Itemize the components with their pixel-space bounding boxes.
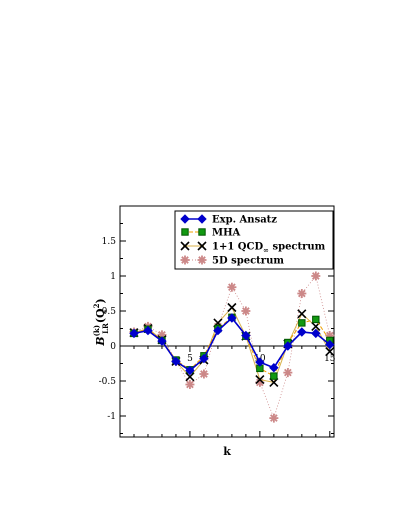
point-stroke — [227, 302, 237, 313]
y-ticks: -1 -0.5 0 0.5 1 1.5 — [99, 223, 334, 434]
point-stroke — [255, 375, 265, 385]
point — [255, 375, 265, 385]
legend-item: 5D spectrum — [180, 255, 284, 267]
series-0 — [129, 313, 335, 376]
point-stroke — [180, 241, 190, 251]
point-stroke — [284, 368, 292, 377]
legend-label: MHA — [212, 228, 241, 239]
point — [298, 319, 306, 327]
point-stroke — [198, 256, 206, 264]
point — [241, 330, 251, 341]
y-axis-title: B(k)LR(Q2) — [92, 298, 110, 346]
point — [227, 282, 237, 292]
point — [197, 214, 207, 224]
legend-item: MHA — [181, 228, 241, 239]
plot-frame — [119, 205, 335, 438]
point — [185, 380, 195, 389]
point-stroke — [181, 256, 189, 264]
point — [197, 241, 207, 251]
point — [199, 353, 209, 364]
point — [185, 372, 195, 382]
point-stroke — [297, 309, 307, 319]
point — [270, 372, 278, 380]
y-tick-label: 0.5 — [102, 307, 117, 317]
point-stroke — [186, 380, 194, 389]
point — [283, 341, 293, 351]
x-ticks: 51015 — [133, 346, 336, 437]
y-title-sub: LR — [101, 323, 110, 334]
y-tick-label: -0.5 — [99, 377, 117, 387]
legend-label: 5D spectrum — [212, 256, 284, 267]
point — [185, 365, 195, 376]
point — [311, 271, 321, 281]
y-title-arg-sup: 2 — [92, 303, 101, 308]
point — [241, 306, 251, 316]
legend-label-main: MHA — [212, 228, 241, 239]
legend-label-main: Exp. Ansatz — [212, 215, 277, 226]
y-title-arg-close: ) — [94, 298, 107, 303]
point — [213, 325, 223, 336]
x-tick-label: 5 — [187, 354, 193, 364]
y-tick-label: 0 — [110, 342, 116, 352]
legend-label-main: 1+1 QCD — [212, 242, 263, 253]
point-stroke — [298, 289, 306, 298]
legend-item: Exp. Ansatz — [180, 214, 277, 226]
point — [269, 362, 279, 373]
point — [269, 413, 279, 423]
x-tick-label: 15 — [324, 354, 336, 364]
point-stroke — [200, 370, 208, 378]
svg-text:B(k)LR(Q2): B(k)LR(Q2) — [92, 298, 110, 346]
point — [171, 356, 181, 367]
point-stroke — [242, 307, 250, 315]
point — [227, 302, 237, 313]
y-tick-label: 1.5 — [102, 237, 117, 247]
x-axis-title: k — [223, 445, 231, 458]
legend-label: 1+1 QCD∞ spectrum — [212, 242, 326, 255]
point — [255, 357, 265, 367]
point — [180, 255, 190, 265]
y-tick-label: 1 — [110, 272, 116, 282]
point-stroke — [325, 347, 335, 357]
point — [180, 241, 190, 251]
series-group — [129, 271, 335, 423]
point — [199, 369, 209, 379]
point-stroke — [197, 241, 207, 251]
point-stroke — [270, 414, 278, 422]
point — [297, 289, 307, 298]
point — [325, 339, 335, 350]
point — [197, 255, 207, 265]
point — [143, 325, 153, 336]
point-stroke — [311, 272, 320, 280]
point-stroke — [228, 283, 236, 292]
point — [180, 214, 190, 224]
point — [297, 309, 307, 319]
point — [311, 328, 321, 339]
legend-label: Exp. Ansatz — [212, 215, 277, 226]
point — [198, 228, 206, 236]
legend-label-sub: ∞ — [263, 246, 269, 255]
y-title-super: (k) — [92, 325, 101, 336]
point — [312, 315, 320, 324]
point — [157, 336, 167, 346]
point — [283, 368, 293, 378]
point — [297, 327, 307, 337]
legend-item: 1+1 QCD∞ spectrum — [180, 241, 326, 255]
point — [325, 347, 335, 357]
y-title-main: B — [94, 336, 107, 346]
point — [181, 228, 189, 236]
y-tick-label: -1 — [107, 412, 116, 422]
point — [227, 313, 237, 323]
legend-label-main: 5D spectrum — [212, 256, 284, 267]
point-stroke — [185, 372, 195, 382]
y-title-arg: (Q — [94, 308, 107, 323]
legend-label-suffix: spectrum — [269, 242, 326, 253]
point — [129, 328, 139, 339]
